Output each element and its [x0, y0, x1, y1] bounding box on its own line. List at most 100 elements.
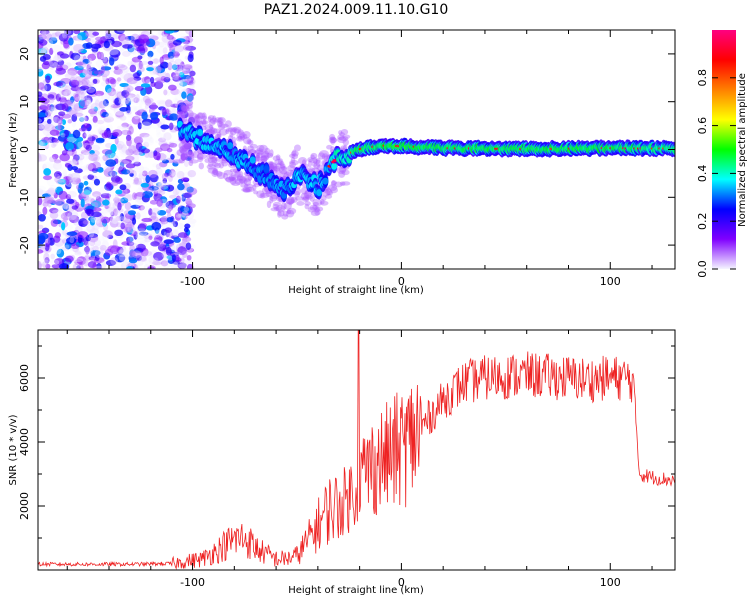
noise-blob — [141, 111, 148, 120]
noise-blob — [92, 78, 98, 84]
noise-blob — [103, 30, 113, 40]
noise-blob — [121, 144, 127, 153]
noise-blob — [172, 74, 179, 81]
halo-blob — [312, 204, 318, 210]
noise-blob — [112, 131, 119, 137]
noise-blob — [111, 90, 122, 100]
noise-blob — [158, 182, 167, 187]
noise-blob — [100, 208, 111, 214]
noise-blob — [110, 98, 116, 106]
ridge-blob — [197, 129, 204, 137]
halo-blob — [338, 130, 343, 135]
noise-blob — [42, 175, 53, 181]
spectrogram-ylabel: Frequency (Hz) — [8, 112, 19, 188]
noise-blob — [170, 170, 176, 177]
halo-blob — [279, 161, 285, 167]
noise-blob — [92, 193, 100, 200]
halo-blob — [266, 152, 274, 158]
noise-blob — [125, 148, 134, 156]
halo-blob — [215, 170, 223, 177]
noise-blob — [110, 211, 115, 217]
noise-blob — [118, 99, 130, 105]
noise-blob — [187, 54, 194, 63]
noise-blob — [119, 213, 125, 222]
noise-blob — [80, 85, 90, 90]
noise-blob — [114, 253, 126, 263]
noise-blob — [128, 242, 139, 249]
noise-blob — [165, 205, 172, 211]
noise-blob — [65, 141, 75, 151]
noise-blob — [69, 236, 75, 244]
noise-blob — [105, 181, 112, 190]
noise-blob — [172, 206, 178, 214]
halo-blob — [303, 194, 310, 201]
halo-blob — [177, 99, 185, 106]
noise-blob — [139, 108, 148, 113]
noise-blob — [172, 50, 180, 59]
halo-blob — [211, 156, 218, 164]
noise-blob — [56, 175, 65, 183]
noise-blob — [141, 118, 153, 126]
noise-blob — [127, 112, 134, 118]
halo-blob — [269, 163, 278, 171]
noise-blob — [94, 239, 106, 245]
noise-blob — [85, 163, 94, 170]
snr-ylabel: SNR (10 * v/v) — [8, 414, 19, 485]
noise-blob — [102, 73, 108, 82]
noise-blob — [126, 77, 138, 85]
colorbar-tick-label: 0.6 — [696, 117, 709, 135]
ridge-blob — [263, 165, 270, 173]
halo-blob — [207, 115, 215, 121]
noise-blob — [38, 213, 46, 222]
noise-blob — [46, 33, 53, 42]
noise-blob — [92, 245, 99, 252]
noise-blob — [101, 240, 109, 249]
noise-blob — [53, 258, 65, 265]
ridge-blob — [331, 162, 338, 170]
halo-blob — [209, 117, 218, 124]
noise-blob — [167, 60, 179, 70]
halo-blob — [183, 111, 189, 117]
noise-blob — [145, 97, 151, 105]
noise-blob — [61, 222, 66, 231]
noise-blob — [72, 129, 81, 139]
noise-blob — [180, 61, 185, 71]
halo-blob — [216, 117, 224, 125]
halo-blob — [324, 155, 329, 161]
halo-blob — [225, 176, 235, 183]
halo-blob — [272, 201, 282, 207]
noise-blob — [109, 78, 117, 85]
noise-blob — [140, 253, 147, 262]
noise-blob — [94, 94, 103, 103]
halo-blob — [243, 177, 248, 185]
noise-blob — [126, 237, 131, 244]
noise-blob — [135, 233, 145, 240]
noise-blob — [144, 104, 149, 110]
halo-blob — [298, 157, 308, 165]
halo-blob — [275, 205, 286, 213]
noise-blob — [70, 79, 80, 87]
noise-blob — [181, 91, 187, 99]
noise-blob — [109, 219, 119, 228]
halo-blob — [269, 194, 278, 202]
noise-blob — [53, 138, 60, 144]
noise-blob — [85, 144, 92, 151]
noise-blob — [144, 260, 152, 266]
noise-blob — [133, 177, 139, 185]
noise-blob — [44, 123, 55, 132]
noise-blob — [168, 84, 177, 91]
noise-blob — [172, 261, 179, 269]
noise-blob — [56, 248, 65, 258]
halo-blob — [255, 152, 260, 159]
noise-blob — [70, 158, 77, 167]
noise-blob — [82, 246, 94, 255]
halo-blob — [245, 186, 255, 193]
noise-blob — [78, 127, 88, 132]
noise-blob — [40, 102, 50, 110]
noise-blob — [150, 241, 160, 247]
noise-blob — [50, 117, 61, 126]
halo-blob — [269, 161, 274, 166]
halo-blob — [232, 126, 242, 134]
noise-blob — [102, 230, 113, 238]
